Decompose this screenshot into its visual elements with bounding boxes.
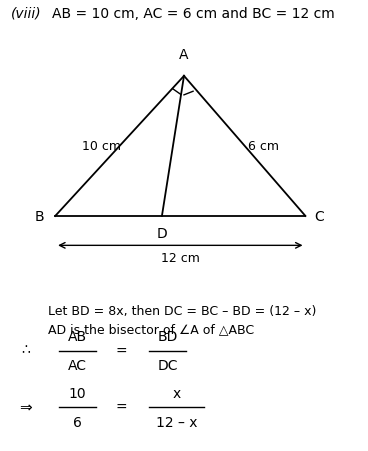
Text: ∴: ∴ [21, 343, 30, 356]
Text: =: = [116, 400, 127, 414]
Text: =: = [116, 344, 127, 358]
Text: AB: AB [68, 330, 87, 344]
Text: D: D [156, 227, 167, 241]
Text: DC: DC [157, 359, 178, 373]
Text: x: x [173, 386, 181, 400]
Text: B: B [35, 210, 44, 223]
Text: 12 – x: 12 – x [156, 415, 197, 429]
Text: A: A [179, 48, 189, 62]
Text: 12 cm: 12 cm [161, 251, 200, 264]
Text: 10: 10 [68, 386, 86, 400]
Text: BD: BD [157, 330, 178, 344]
Text: Let BD = 8x, then DC = BC – BD = (12 – x): Let BD = 8x, then DC = BC – BD = (12 – x… [48, 304, 316, 318]
Text: AB = 10 cm, AC = 6 cm and BC = 12 cm: AB = 10 cm, AC = 6 cm and BC = 12 cm [52, 7, 334, 21]
Text: 10 cm: 10 cm [82, 140, 121, 153]
Text: AC: AC [68, 359, 87, 373]
Text: 6 cm: 6 cm [248, 140, 279, 153]
Text: ⇒: ⇒ [20, 400, 32, 415]
Text: (viii): (viii) [11, 7, 42, 21]
Text: C: C [315, 210, 324, 223]
Text: AD is the bisector of ∠A of △ABC: AD is the bisector of ∠A of △ABC [48, 322, 254, 336]
Text: 6: 6 [73, 415, 82, 429]
